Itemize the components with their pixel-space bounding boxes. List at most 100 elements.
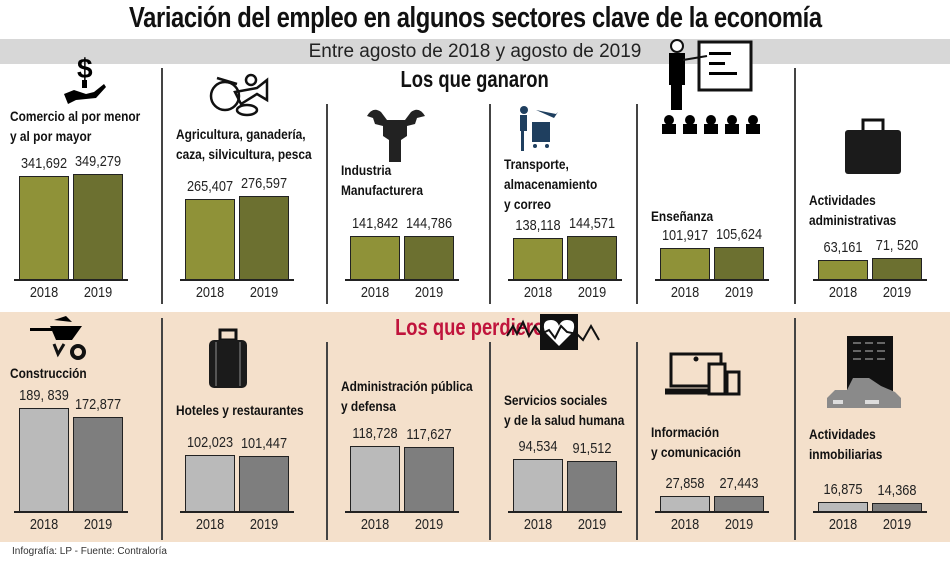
- sector-label: Construcción: [10, 363, 87, 383]
- value-label: 141,842: [351, 215, 399, 232]
- sector-panel: Enseñanza 101,917 2018 105,624 2019: [637, 39, 795, 307]
- value-label: 94,534: [518, 438, 558, 455]
- year-label: 2019: [577, 284, 607, 301]
- value-label: 14,368: [877, 482, 917, 499]
- sector-panel: Construcción 189, 839 2018 172,877 2019: [0, 312, 162, 542]
- column-divider: [326, 104, 328, 304]
- year-label: 2018: [828, 516, 858, 533]
- bar-2019: [567, 236, 617, 279]
- lost-section: Los que perdieron Construcción 189, 839 20…: [0, 312, 950, 542]
- briefcase-icon: [843, 116, 903, 181]
- sector-label: Información y comunicación: [651, 422, 741, 462]
- value-label: 27,443: [719, 475, 759, 492]
- sector-label-line: caza, silvicultura, pesca: [176, 146, 312, 162]
- baseline: [14, 279, 128, 281]
- value-label: 91,512: [572, 440, 612, 457]
- bar-2018: [660, 248, 710, 279]
- year-label: 2018: [523, 284, 553, 301]
- sector-label-line: Actividades: [809, 192, 876, 208]
- sector-label-line: administrativas: [809, 212, 897, 228]
- sector-panel: Hoteles y restaurantes 102,023 2018 101,447…: [162, 312, 327, 542]
- year-label: 2018: [195, 516, 225, 533]
- sector-label-line: Administración pública: [341, 378, 473, 394]
- bar-2019: [872, 258, 922, 279]
- column-divider: [326, 342, 328, 540]
- year-label: 2019: [414, 284, 444, 301]
- baseline: [180, 511, 294, 513]
- baseline: [180, 279, 294, 281]
- column-divider: [636, 104, 638, 304]
- sector-label: Agricultura, ganadería, caza, silvicultur…: [176, 124, 312, 164]
- value-label: 117,627: [406, 426, 452, 443]
- sector-panel: Industria Manufacturera 141,842 2018 144,786…: [327, 64, 490, 307]
- sector-label-line: Enseñanza: [651, 208, 714, 224]
- bar-2018: [350, 446, 400, 511]
- year-label: 2019: [414, 516, 444, 533]
- year-label: 2019: [882, 516, 912, 533]
- sector-label-line: Industria: [341, 162, 392, 178]
- bar-2018: [513, 459, 563, 511]
- year-label: 2018: [828, 284, 858, 301]
- bar-2018: [185, 199, 235, 279]
- value-label: 101,447: [240, 435, 288, 452]
- column-divider: [161, 318, 163, 540]
- year-label: 2018: [360, 516, 390, 533]
- bar-2019: [567, 461, 617, 511]
- bar-2018: [513, 238, 563, 279]
- sector-label-line: y correo: [504, 196, 551, 212]
- baseline: [655, 511, 769, 513]
- bar-2018: [660, 496, 710, 511]
- wheelbarrow-icon: [30, 314, 90, 365]
- bar-2018: [19, 176, 69, 279]
- infographic-title: Variación del empleo en algunos sectores…: [128, 2, 822, 34]
- gained-section: Los que ganaron $ Comercio al por menor y …: [0, 39, 950, 307]
- sector-label-line: y defensa: [341, 398, 396, 414]
- baseline: [813, 511, 927, 513]
- sector-label: Administración pública y defensa: [341, 376, 473, 416]
- bar-2019: [73, 417, 123, 511]
- value-label: 101,917: [661, 227, 709, 244]
- sector-label: Comercio al por menor y al por mayor: [10, 106, 140, 146]
- sector-panel: Agricultura, ganadería, caza, silvicultur…: [162, 64, 327, 307]
- baseline: [813, 279, 927, 281]
- year-label: 2018: [29, 284, 59, 301]
- year-label: 2019: [249, 284, 279, 301]
- sector-label-line: Información: [651, 424, 720, 440]
- sector-label: Actividades inmobiliarias: [809, 424, 882, 464]
- subtitle: Entre agosto de 2018 y agosto de 2019: [308, 41, 642, 62]
- sector-label: Industria Manufacturera: [341, 160, 423, 200]
- subtitle-band: Entre agosto de 2018 y agosto de 2019: [0, 39, 950, 64]
- bar-2018: [185, 455, 235, 511]
- bar-2019: [239, 196, 289, 279]
- bar-2018: [818, 260, 868, 279]
- devices-icon: [663, 352, 741, 401]
- sector-panel: Administración pública y defensa 118,728 20…: [327, 312, 490, 542]
- money-hand-icon: $: [60, 53, 110, 113]
- sector-label-line: Actividades: [809, 426, 876, 442]
- sector-panel: Actividades administrativas 63,161 2018 71, …: [795, 64, 950, 307]
- year-label: 2019: [577, 516, 607, 533]
- bar-2019: [714, 247, 764, 279]
- value-label: 105,624: [715, 226, 763, 243]
- value-label: 189, 839: [19, 387, 69, 404]
- column-divider: [161, 68, 163, 304]
- year-label: 2019: [83, 516, 113, 533]
- buildings-icon: [825, 334, 903, 413]
- source-credit: Infografía: LP - Fuente: Contraloría: [12, 546, 167, 557]
- value-label: 144,786: [405, 215, 453, 232]
- value-label: 349,279: [74, 153, 122, 170]
- year-label: 2019: [724, 516, 754, 533]
- year-label: 2019: [249, 516, 279, 533]
- suitcase-icon: [207, 328, 249, 395]
- bar-2018: [19, 408, 69, 511]
- year-label: 2018: [29, 516, 59, 533]
- teacher-board-icon: [659, 38, 769, 143]
- baseline: [508, 511, 622, 513]
- bar-2019: [73, 174, 123, 279]
- bar-2018: [350, 236, 400, 279]
- gained-heading: Los que ganaron: [400, 66, 550, 92]
- baseline: [508, 279, 622, 281]
- baseline: [345, 511, 459, 513]
- baseline: [14, 511, 128, 513]
- value-label: 341,692: [20, 155, 68, 172]
